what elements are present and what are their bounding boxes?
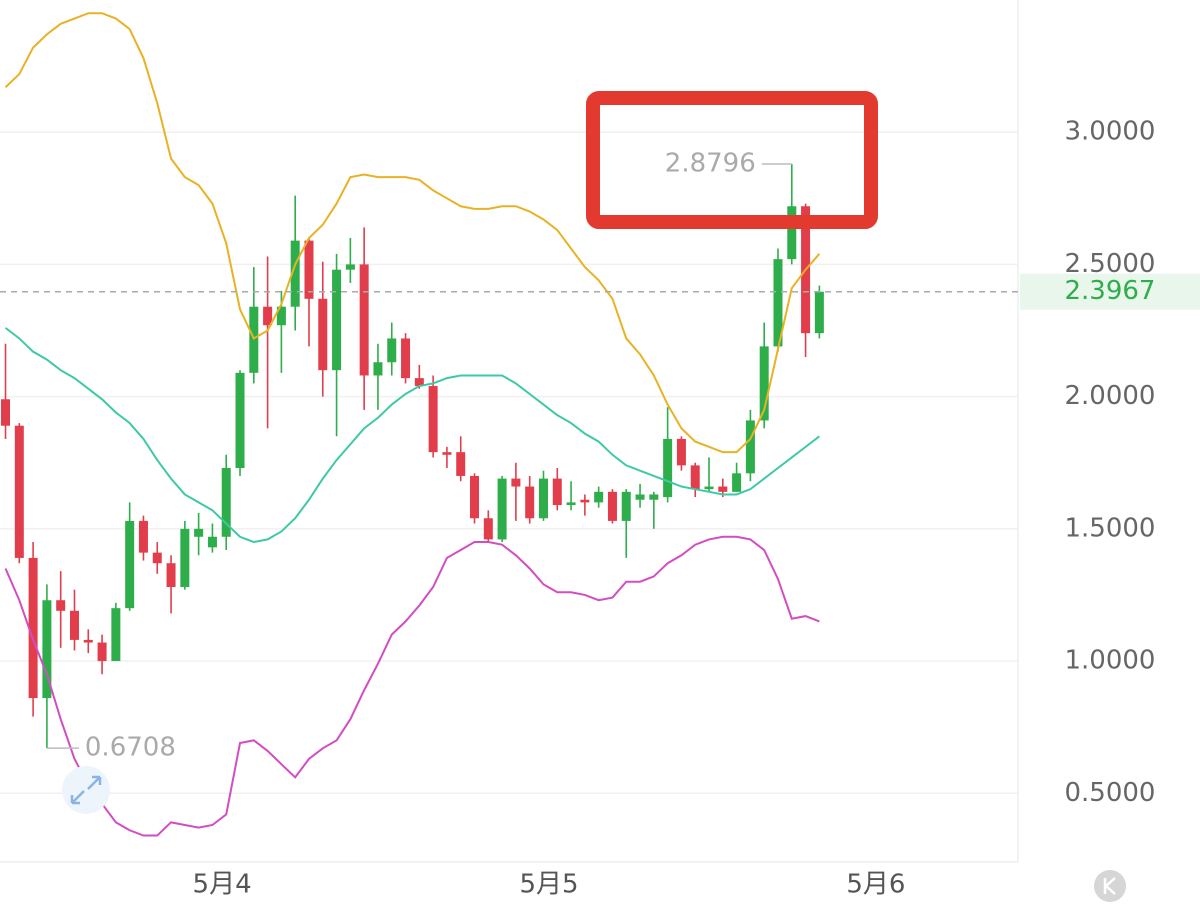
candle-body: [538, 478, 548, 519]
x-tick-label: 5月5: [519, 870, 578, 900]
candle-body: [773, 259, 783, 347]
candle-body: [470, 475, 480, 519]
candle-body: [663, 438, 673, 498]
band-line: [4, 535, 820, 837]
candle-body: [621, 491, 631, 521]
candle-body: [732, 473, 742, 492]
candle-body: [221, 468, 231, 537]
candle-body: [138, 520, 148, 553]
candle-body: [345, 264, 355, 270]
candle-body: [414, 378, 424, 387]
candle-body: [442, 452, 452, 455]
candle-body: [566, 502, 576, 506]
candle-body: [690, 465, 700, 490]
candle-body: [318, 298, 328, 371]
candle-body: [332, 269, 342, 371]
candle-body: [235, 372, 245, 469]
candle-body: [290, 240, 300, 307]
candle-body: [511, 478, 521, 487]
candle-body: [14, 425, 24, 558]
candle-body: [594, 491, 604, 503]
candle-body: [180, 528, 190, 588]
candle-body: [97, 642, 107, 662]
min-label: 0.6708: [85, 733, 176, 763]
candle-body: [607, 491, 617, 521]
candle-body: [69, 610, 79, 640]
candle-body: [1, 399, 11, 426]
candle-body: [194, 528, 204, 537]
k-icon: [1103, 877, 1116, 895]
y-tick-label: 3.0000: [1065, 117, 1156, 147]
k-button[interactable]: [1094, 870, 1126, 902]
candle-body: [718, 486, 728, 492]
candle-body: [814, 291, 824, 334]
candle-body: [497, 478, 507, 540]
candle-body: [152, 552, 162, 564]
candle-body: [125, 520, 135, 609]
candle-body: [207, 536, 217, 548]
last-price-label: 2.3967: [1065, 276, 1156, 306]
band-line: [4, 12, 821, 454]
candle-body: [401, 338, 411, 379]
candle-body: [759, 346, 769, 421]
highlight-box: [586, 91, 878, 229]
x-tick-label: 5月4: [193, 870, 252, 900]
candle-body: [552, 478, 562, 506]
candle-body: [304, 240, 314, 299]
candle-body: [580, 499, 590, 503]
candle-body: [83, 639, 93, 643]
max-label: 2.8796: [665, 149, 756, 179]
candle-body: [704, 486, 714, 490]
candle-body: [745, 420, 755, 474]
candle-body: [456, 452, 466, 476]
zoom-icon: [70, 775, 102, 805]
candle-body: [56, 600, 66, 611]
y-tick-label: 1.5000: [1065, 513, 1156, 543]
y-tick-label: 0.5000: [1065, 778, 1156, 808]
candle-body: [166, 563, 176, 588]
candle-body: [276, 306, 286, 326]
band-line: [4, 327, 820, 544]
k-bg: [1094, 870, 1126, 902]
candle-body: [525, 486, 535, 519]
candle-body: [111, 608, 121, 662]
candle-body: [676, 438, 686, 466]
zoom-bg: [62, 766, 110, 814]
x-tick-label: 5月6: [846, 870, 905, 900]
candle-body: [249, 306, 259, 373]
candle-body: [387, 338, 397, 363]
candle-body: [787, 206, 797, 260]
candle-body: [28, 557, 38, 699]
candle-body: [373, 362, 383, 376]
candle-body: [42, 600, 52, 699]
candle-body: [483, 518, 493, 540]
candle-body: [428, 386, 438, 453]
candle-body: [263, 306, 273, 326]
zoom-button[interactable]: [62, 766, 110, 814]
y-tick-label: 1.0000: [1065, 646, 1156, 676]
y-tick-label: 2.0000: [1065, 381, 1156, 411]
last-price-bg: [1020, 273, 1200, 310]
candle-body: [635, 494, 645, 500]
candle-body: [649, 494, 659, 500]
candle-body: [359, 264, 369, 376]
